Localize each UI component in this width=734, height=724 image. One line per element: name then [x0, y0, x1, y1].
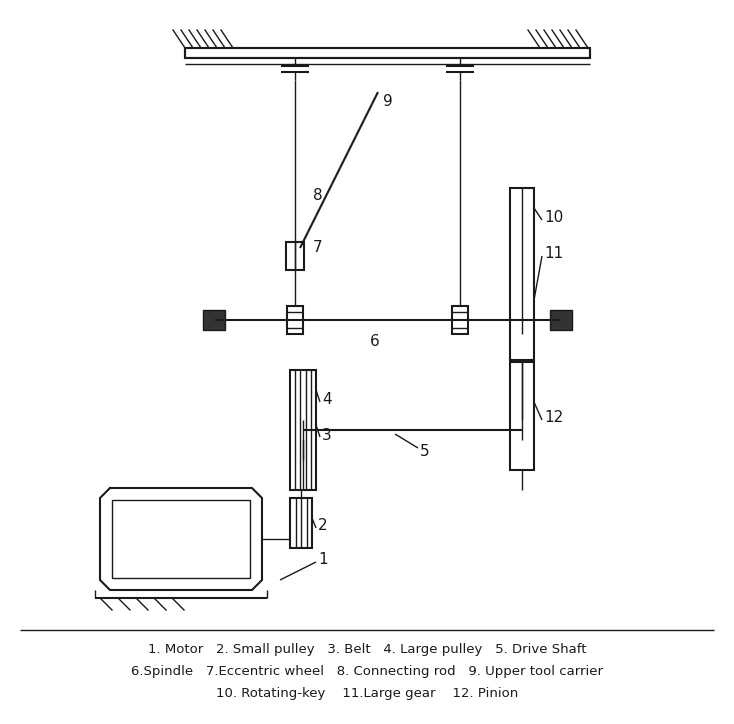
Bar — [286, 242, 304, 270]
Bar — [292, 420, 314, 440]
Text: 10: 10 — [544, 211, 563, 225]
Text: 5: 5 — [420, 445, 429, 460]
Bar — [452, 306, 468, 334]
Text: 1. Motor   2. Small pulley   3. Belt   4. Large pulley   5. Drive Shaft: 1. Motor 2. Small pulley 3. Belt 4. Larg… — [148, 644, 586, 657]
Bar — [185, 48, 590, 58]
Bar — [112, 500, 250, 578]
Text: 11: 11 — [544, 245, 563, 261]
Text: 6.Spindle   7.Eccentric wheel   8. Connecting rod   9. Upper tool carrier: 6.Spindle 7.Eccentric wheel 8. Connectin… — [131, 665, 603, 678]
Text: 10. Rotating-key    11.Large gear    12. Pinion: 10. Rotating-key 11.Large gear 12. Pinio… — [216, 688, 518, 701]
Bar — [203, 310, 225, 330]
Text: 9: 9 — [383, 95, 393, 109]
Bar — [290, 370, 316, 490]
Text: 2: 2 — [318, 518, 327, 534]
Text: 6: 6 — [370, 334, 379, 350]
Bar — [510, 188, 534, 360]
Bar — [290, 498, 312, 548]
Bar — [510, 362, 534, 470]
Text: 12: 12 — [544, 410, 563, 424]
Text: 4: 4 — [322, 392, 332, 408]
Text: 1: 1 — [318, 552, 327, 568]
Text: 3: 3 — [322, 427, 332, 442]
Bar — [287, 306, 303, 334]
Bar — [550, 310, 572, 330]
Text: 8: 8 — [313, 188, 323, 203]
Bar — [511, 420, 533, 440]
Text: 7: 7 — [313, 240, 323, 256]
